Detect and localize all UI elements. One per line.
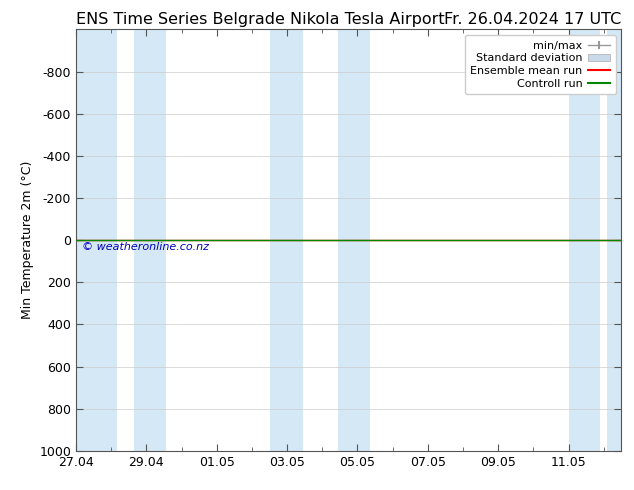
Bar bbox=[607, 29, 621, 451]
Text: Fr. 26.04.2024 17 UTC: Fr. 26.04.2024 17 UTC bbox=[444, 12, 621, 27]
Bar bbox=[76, 29, 117, 451]
Text: © weatheronline.co.nz: © weatheronline.co.nz bbox=[82, 242, 209, 252]
Bar bbox=[134, 29, 165, 451]
Text: ENS Time Series Belgrade Nikola Tesla Airport: ENS Time Series Belgrade Nikola Tesla Ai… bbox=[76, 12, 444, 27]
Bar bbox=[338, 29, 370, 451]
Y-axis label: Min Temperature 2m (°C): Min Temperature 2m (°C) bbox=[21, 161, 34, 319]
Legend: min/max, Standard deviation, Ensemble mean run, Controll run: min/max, Standard deviation, Ensemble me… bbox=[465, 35, 616, 95]
Bar bbox=[269, 29, 303, 451]
Bar bbox=[569, 29, 600, 451]
